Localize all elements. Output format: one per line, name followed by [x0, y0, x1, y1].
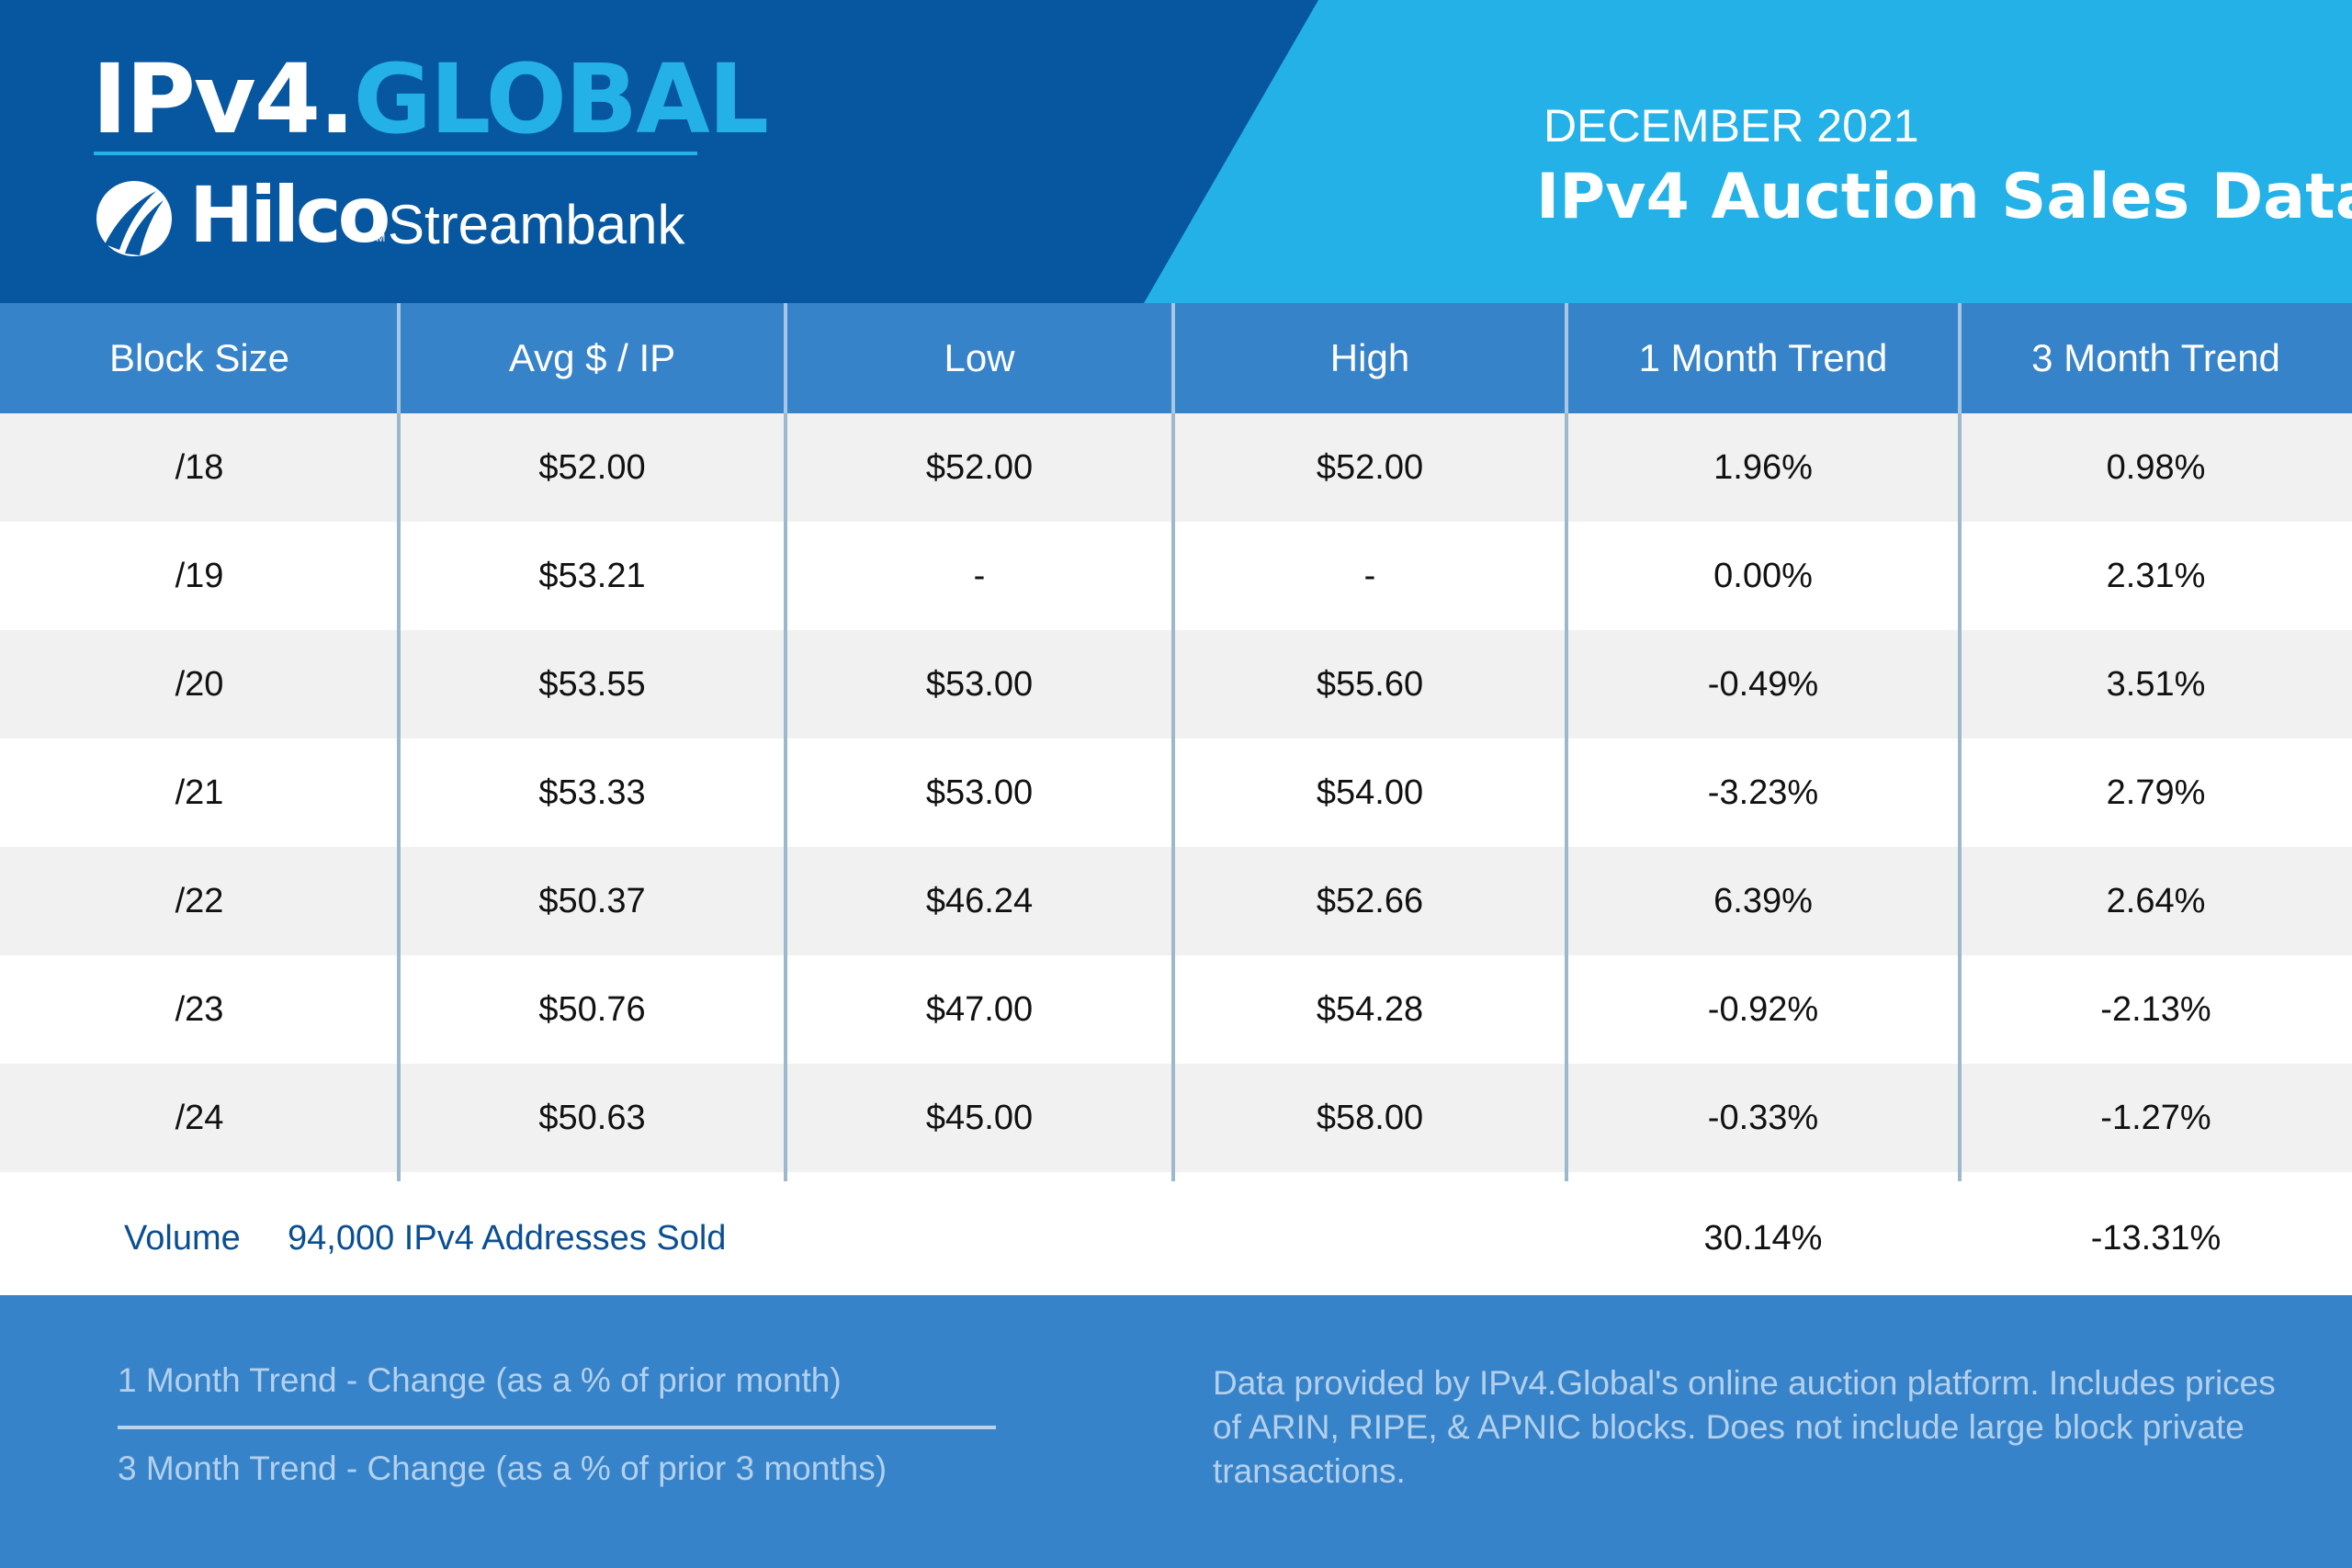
header-divider	[1565, 303, 1568, 413]
legend-1-month-trend: 1 Month Trend - Change (as a % of prior …	[118, 1361, 842, 1399]
column-divider	[1958, 303, 1962, 1181]
report-title: IPv4 Auction Sales Data	[1536, 161, 2352, 233]
table-header-row: Block Size Avg $ / IP Low High 1 Month Trend…	[0, 303, 2352, 413]
column-header-trend-3-month: 3 Month Trend	[2031, 336, 2280, 379]
cell-block-size: /22	[175, 882, 224, 920]
cell-trend-3-month: 2.64%	[2106, 882, 2206, 920]
header-divider	[1958, 303, 1962, 413]
cell-low-price: -	[973, 557, 986, 595]
cell-low-price: $53.00	[925, 773, 1034, 812]
ipv4-global-logo: IPv4.GLOBAL	[92, 43, 769, 155]
cell-trend-3-month: 0.98%	[2106, 448, 2206, 487]
cell-low-price: $46.24	[925, 882, 1034, 920]
column-header-high-price: High	[1329, 336, 1410, 379]
cell-high-price: $55.60	[1316, 665, 1424, 704]
footer-legend: 1 Month Trend - Change (as a % of prior …	[0, 1295, 2352, 1568]
cell-block-size: /23	[175, 990, 224, 1029]
volume-row: Volume 94,000 IPv4 Addresses Sold 30.14%…	[0, 1181, 2352, 1295]
cell-avg-price: $50.63	[538, 1099, 646, 1137]
column-divider	[397, 303, 401, 1181]
cell-trend-1-month: 1.96%	[1713, 448, 1813, 487]
cell-block-size: /21	[175, 773, 224, 812]
cell-trend-3-month: -1.27%	[2100, 1099, 2211, 1137]
cell-block-size: /19	[175, 557, 224, 595]
column-header-trend-1-month: 1 Month Trend	[1638, 336, 1888, 379]
cell-low-price: $53.00	[925, 665, 1034, 704]
cell-high-price: $54.28	[1316, 990, 1424, 1029]
cell-high-price: -	[1363, 557, 1376, 595]
cell-trend-1-month: -0.92%	[1707, 990, 1819, 1029]
cell-low-price: $45.00	[925, 1099, 1034, 1137]
header-divider	[1171, 303, 1175, 413]
cell-trend-1-month: -0.33%	[1707, 1099, 1819, 1137]
cell-trend-3-month: -2.13%	[2100, 990, 2211, 1029]
table-row: /19 $53.21 - - 0.00% 2.31%	[0, 522, 2352, 630]
report-date: DECEMBER 2021	[1544, 100, 1919, 152]
volume-trend-3-month: -13.31%	[2090, 1219, 2222, 1258]
column-divider	[784, 303, 787, 1181]
cell-low-price: $52.00	[925, 448, 1034, 487]
hilco-wordmark: Hilco	[189, 170, 390, 260]
column-header-block-size: Block Size	[108, 336, 290, 379]
volume-value: 94,000 IPv4 Addresses Sold	[288, 1219, 727, 1258]
volume-label: Volume	[124, 1219, 241, 1258]
table-row: /24 $50.63 $45.00 $58.00 -0.33% -1.27%	[0, 1064, 2352, 1172]
streambank-wordmark: Streambank	[388, 194, 685, 255]
data-source-note: Data provided by IPv4.Global's online au…	[1213, 1364, 2276, 1490]
cell-trend-1-month: -3.23%	[1707, 773, 1819, 812]
cell-trend-3-month: 3.51%	[2106, 665, 2206, 704]
table-row: /23 $50.76 $47.00 $54.28 -0.92% -2.13%	[0, 955, 2352, 1064]
header-divider	[784, 303, 787, 413]
cell-avg-price: $50.37	[538, 882, 646, 920]
cell-avg-price: $53.33	[538, 773, 646, 812]
cell-high-price: $52.00	[1316, 448, 1424, 487]
trademark-mark: TM	[369, 231, 386, 244]
cell-trend-3-month: 2.31%	[2106, 557, 2206, 595]
cell-trend-1-month: -0.49%	[1707, 665, 1819, 704]
column-divider	[1565, 303, 1568, 1181]
header-divider	[397, 303, 401, 413]
cell-avg-price: $53.55	[538, 665, 646, 704]
legend-divider	[118, 1426, 996, 1429]
cell-avg-price: $50.76	[538, 990, 646, 1029]
table-row: /22 $50.37 $46.24 $52.66 6.39% 2.64%	[0, 847, 2352, 955]
table-row: /21 $53.33 $53.00 $54.00 -3.23% 2.79%	[0, 739, 2352, 847]
cell-trend-1-month: 0.00%	[1713, 557, 1813, 595]
volume-trend-1-month: 30.14%	[1703, 1219, 1823, 1258]
cell-high-price: $52.66	[1316, 882, 1424, 920]
header-banner: IPv4.GLOBAL Hilco TM Streambank DECEMBER…	[0, 0, 2352, 303]
cell-block-size: /24	[175, 1099, 224, 1137]
table-row: /18 $52.00 $52.00 $52.00 1.96% 0.98%	[0, 413, 2352, 522]
cell-avg-price: $52.00	[538, 448, 646, 487]
column-header-low-price: Low	[944, 336, 1015, 379]
logo-divider	[94, 152, 697, 155]
cell-trend-3-month: 2.79%	[2106, 773, 2206, 812]
cell-avg-price: $53.21	[538, 557, 646, 595]
cell-high-price: $58.00	[1316, 1099, 1424, 1137]
column-divider	[1171, 303, 1175, 1181]
cell-block-size: /18	[175, 448, 224, 487]
legend-3-month-trend: 3 Month Trend - Change (as a % of prior …	[118, 1450, 888, 1487]
column-header-avg-price: Avg $ / IP	[508, 336, 676, 379]
logo-ipv4-text: IPv4.	[92, 43, 356, 155]
hilco-swoosh-icon	[96, 181, 172, 256]
logo-global-text: GLOBAL	[353, 43, 769, 155]
cell-block-size: /20	[175, 665, 224, 704]
cell-high-price: $54.00	[1316, 773, 1424, 812]
table-row: /20 $53.55 $53.00 $55.60 -0.49% 3.51%	[0, 630, 2352, 739]
cell-low-price: $47.00	[925, 990, 1034, 1029]
cell-trend-1-month: 6.39%	[1713, 882, 1813, 920]
